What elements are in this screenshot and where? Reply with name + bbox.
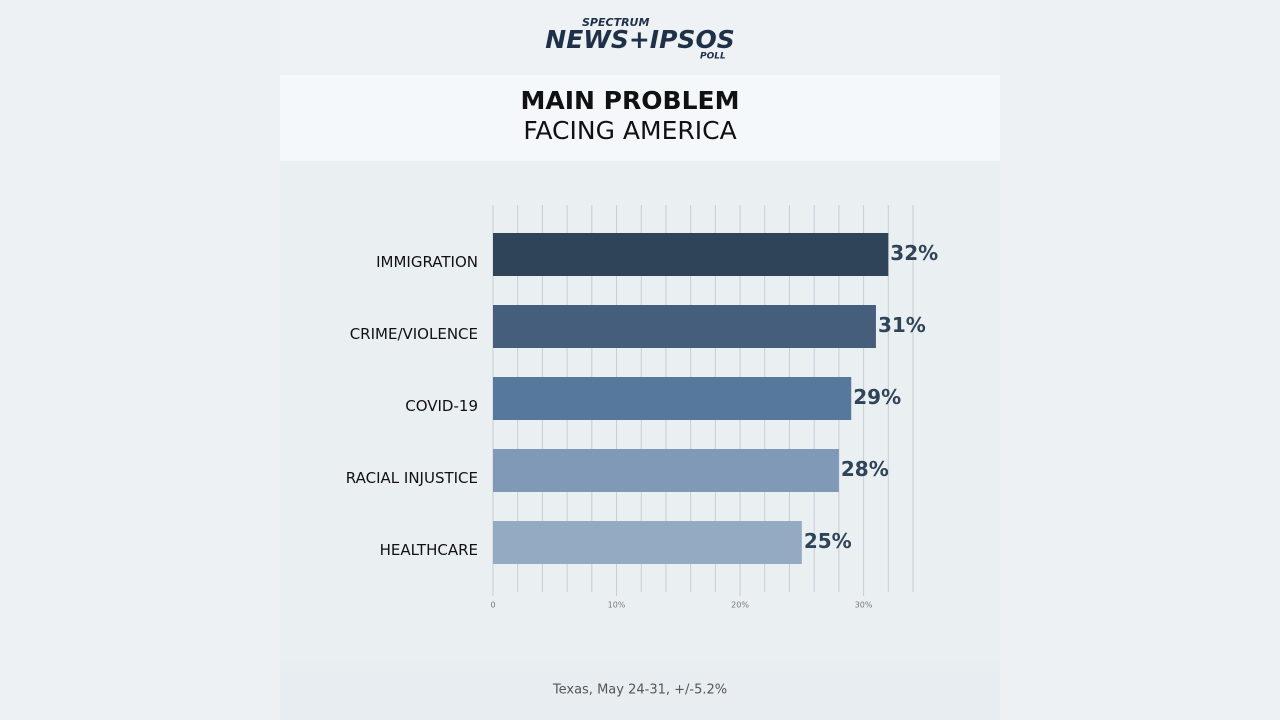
bar bbox=[493, 377, 852, 420]
category-label: HEALTHCARE bbox=[380, 541, 478, 559]
bar bbox=[493, 305, 876, 348]
brand-bottom: POLL bbox=[700, 52, 726, 62]
value-label: 25% bbox=[804, 529, 852, 553]
brand-top: SPECTRUM bbox=[582, 16, 649, 29]
x-tick-label: 30% bbox=[855, 601, 873, 610]
value-label: 28% bbox=[841, 457, 889, 481]
bar bbox=[493, 233, 889, 276]
value-label: 31% bbox=[878, 313, 926, 337]
value-label: 29% bbox=[853, 385, 901, 409]
chart-title: MAIN PROBLEM bbox=[521, 86, 740, 115]
bar bbox=[493, 449, 839, 492]
value-label: 32% bbox=[890, 241, 938, 265]
x-tick-label: 0 bbox=[490, 601, 495, 610]
category-label: COVID-19 bbox=[405, 397, 478, 415]
category-label: RACIAL INJUSTICE bbox=[346, 469, 478, 487]
x-tick-label: 20% bbox=[731, 601, 749, 610]
category-label: IMMIGRATION bbox=[376, 253, 478, 271]
title-band bbox=[280, 75, 1000, 161]
note: Texas, May 24-31, +/-5.2% bbox=[552, 683, 727, 698]
category-label: CRIME/VIOLENCE bbox=[350, 325, 478, 343]
brand-main: NEWS+IPSOS bbox=[545, 25, 734, 54]
bar bbox=[493, 521, 802, 564]
x-tick-label: 10% bbox=[608, 601, 626, 610]
chart-subtitle: FACING AMERICA bbox=[523, 116, 736, 145]
